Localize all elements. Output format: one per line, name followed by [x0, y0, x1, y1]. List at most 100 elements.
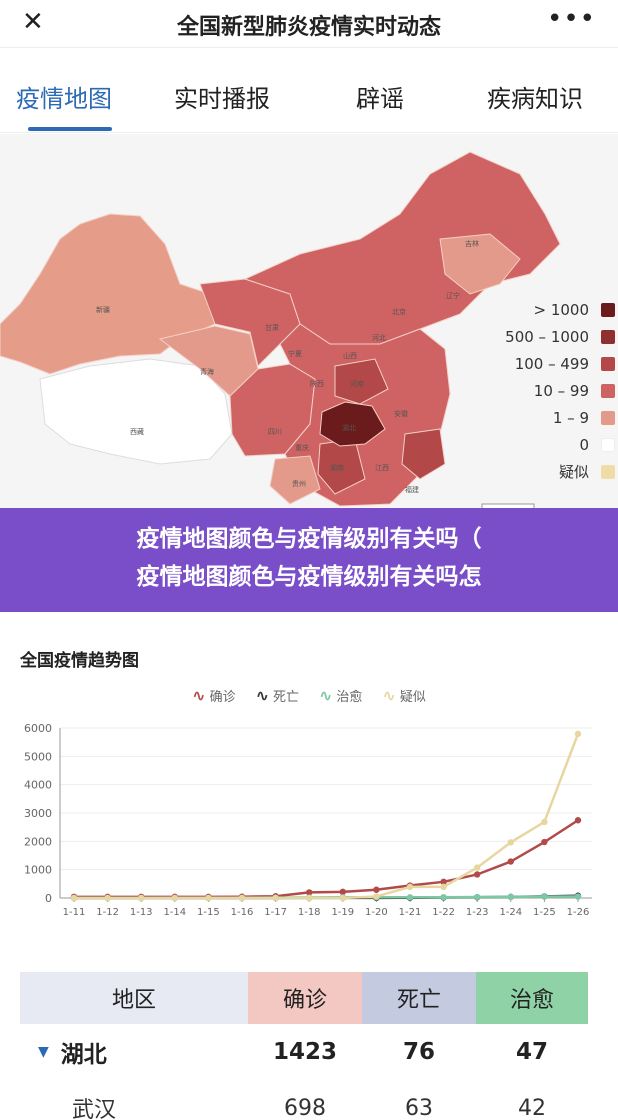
legend-death-label: 死亡: [272, 690, 299, 705]
x-tick-label: 1-16: [231, 907, 254, 918]
legend-swatch: [601, 383, 615, 398]
death-cell: 63: [405, 1095, 433, 1120]
map-label-shanxi: 山西: [343, 351, 357, 360]
headline-banner: 疫情地图颜色与疫情级别有关吗（ 疫情地图颜色与疫情级别有关吗怎: [0, 508, 618, 612]
table-row-wuhan[interactable]: 武汉 698 63 42: [20, 1080, 588, 1120]
x-tick-label: 1-21: [399, 907, 422, 918]
legend-swatch: [601, 437, 615, 452]
legend-label: 1 – 9: [552, 408, 589, 427]
wave-icon: ∿: [255, 685, 269, 705]
legend-confirmed[interactable]: ∿ 确诊: [192, 686, 235, 705]
series-0-point: [474, 871, 481, 878]
map-label-guizhou: 贵州: [292, 479, 306, 488]
legend-swatch: [601, 464, 615, 479]
header-death[interactable]: 死亡: [362, 972, 476, 1024]
tab-live-updates[interactable]: 实时播报: [174, 85, 270, 113]
series-2-point: [406, 894, 414, 901]
header-confirmed[interactable]: 确诊: [248, 972, 362, 1024]
active-tab-indicator: [28, 127, 112, 131]
legend-suspected-label: 疑似: [399, 690, 426, 705]
legend-row: > 1000: [470, 296, 615, 323]
region-hubei: [319, 401, 386, 447]
more-icon[interactable]: •••: [546, 4, 596, 34]
legend-label: > 1000: [533, 300, 589, 319]
map-label-ningxia: 宁夏: [288, 349, 302, 358]
table-row-hubei[interactable]: ▼ 湖北 1423 76 47: [20, 1024, 588, 1080]
tab-rumor-busting[interactable]: 辟谣: [356, 85, 404, 113]
series-2-point: [440, 894, 447, 901]
legend-suspected[interactable]: ∿ 疑似: [382, 686, 425, 705]
region-cell: 武汉: [72, 1098, 117, 1120]
header-cured[interactable]: 治愈: [476, 972, 588, 1024]
region-cell: ▼ 湖北: [20, 1024, 248, 1080]
region-tibet: [39, 358, 233, 465]
series-2-point: [541, 893, 548, 900]
series-3-point: [574, 730, 582, 738]
series-3-point: [306, 894, 313, 902]
y-tick-label: 4000: [24, 779, 52, 792]
series-3-point: [70, 894, 78, 902]
expand-triangle-icon[interactable]: ▼: [38, 1044, 49, 1060]
x-tick-label: 1-20: [365, 907, 388, 918]
legend-row: 0: [470, 431, 615, 458]
series-0-point: [339, 888, 346, 896]
y-tick-label: 5000: [24, 750, 52, 763]
legend-label: 100 – 499: [514, 354, 589, 373]
x-tick-label: 1-22: [432, 907, 455, 918]
close-icon[interactable]: ✕: [22, 7, 44, 37]
wave-icon: ∿: [382, 685, 396, 705]
series-line-0: [74, 819, 579, 899]
series-0-point: [440, 878, 447, 886]
x-tick-label: 1-26: [567, 907, 590, 918]
y-tick-label: 2000: [24, 835, 52, 848]
tab-bar: 疫情地图 实时播报 辟谣 疾病知识: [0, 55, 618, 133]
legend-row: 100 – 499: [470, 350, 615, 377]
legend-row: 500 – 1000: [470, 323, 615, 350]
legend-cured-label: 治愈: [336, 690, 363, 705]
series-3-point: [373, 893, 380, 900]
table-header: 地区 确诊 死亡 治愈: [20, 972, 588, 1024]
trend-legend: ∿ 确诊 ∿ 死亡 ∿ 治愈 ∿ 疑似: [0, 686, 618, 705]
y-tick-label: 6000: [24, 722, 52, 735]
series-0-point: [373, 886, 380, 893]
legend-label: 10 – 99: [533, 381, 589, 400]
tab-disease-knowledge[interactable]: 疾病知识: [487, 85, 583, 113]
map-label-chongqing: 重庆: [295, 443, 309, 452]
series-3-point: [474, 864, 481, 871]
series-line-3: [74, 733, 580, 900]
map-label-sichuan: 四川: [268, 428, 282, 436]
legend-swatch: [601, 356, 615, 371]
trend-chart: 0 1000 2000 3000 4000 5000 6000 1-11 1-12 1-13 1-1…: [24, 722, 592, 918]
legend-row: 10 – 99: [470, 377, 615, 404]
legend-swatch: [601, 302, 615, 317]
series-3-point: [339, 894, 346, 902]
legend-swatch: [601, 410, 615, 425]
legend-cured[interactable]: ∿ 治愈: [319, 686, 362, 705]
map-label-hubei: 湖北: [342, 423, 356, 432]
region-henan: [334, 358, 389, 405]
header-region[interactable]: 地区: [20, 972, 248, 1024]
x-tick-label: 1-18: [298, 907, 321, 918]
trend-section: 全国疫情趋势图 ∿ 确诊 ∿ 死亡 ∿ 治愈 ∿ 疑似 0 1000 2000 3000 400…: [0, 612, 618, 962]
series-3-point: [541, 818, 548, 826]
series-3-point: [272, 894, 279, 902]
x-tick-label: 1-23: [466, 907, 489, 918]
x-tick-label: 1-25: [533, 907, 556, 918]
tab-epidemic-map[interactable]: 疫情地图: [16, 85, 112, 113]
map-label-beijing: 北京: [392, 307, 406, 316]
wave-icon: ∿: [192, 685, 206, 705]
confirmed-cell: 1423: [272, 1039, 337, 1065]
series-0-point: [507, 858, 514, 865]
map-label-shaanxi: 陕西: [310, 379, 324, 388]
cured-cell: 47: [515, 1039, 548, 1065]
map-legend: > 1000 500 – 1000 100 – 499 10 – 99 1 – …: [470, 296, 615, 485]
map-label-fujian: 福建: [405, 485, 419, 494]
y-tick-label: 0: [45, 892, 52, 905]
confirmed-cell: 698: [284, 1095, 326, 1120]
series-2-point: [507, 893, 514, 901]
epidemic-map[interactable]: 新疆 西藏 青海 甘肃 四川 湖北 湖南 江西 贵州 吉林 辽宁 山西 河北 北…: [0, 134, 618, 534]
legend-swatch: [601, 329, 615, 344]
legend-label: 500 – 1000: [505, 327, 589, 346]
x-tick-label: 1-13: [130, 907, 153, 918]
legend-death[interactable]: ∿ 死亡: [256, 686, 299, 705]
